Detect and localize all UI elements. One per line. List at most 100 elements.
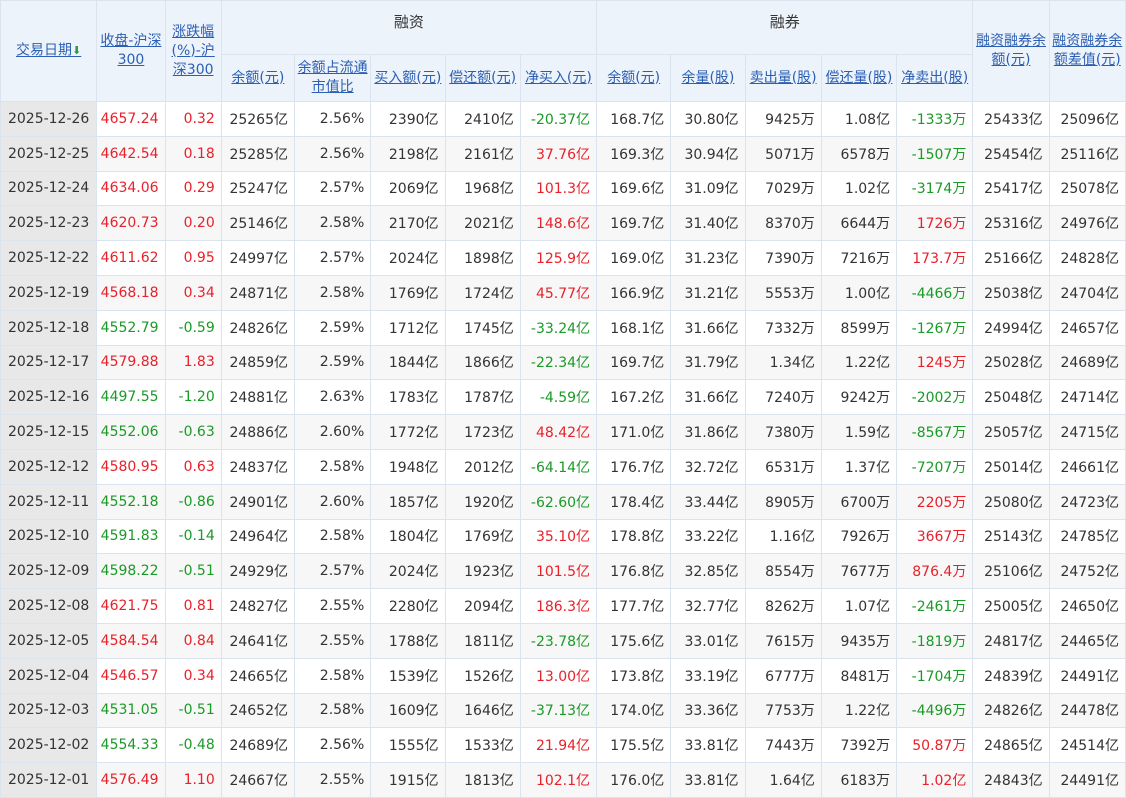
col-rq-net-header[interactable]: 净卖出(股) [896,54,974,102]
table-row: 2025-12-25 4642.54 0.18 25285亿 2.56% 2198亿 216… [0,135,1126,172]
rq-balance-cell: 168.1亿 [596,309,672,346]
rq-balance-cell: 171.0亿 [596,414,672,450]
rz-net-cell: 148.6亿 [519,205,598,242]
col-rq-sell-header[interactable]: 卖出量(股) [744,54,822,102]
rq-repay-cell: 7216万 [820,240,898,276]
table-row: 2025-12-19 4568.18 0.34 24871亿 2.58% 1769亿 172… [0,274,1126,311]
diff-cell: 24650亿 [1048,588,1126,624]
rq-volume-cell: 33.22亿 [670,518,746,555]
rz-buy-cell: 1804亿 [370,518,446,555]
table-row: 2025-12-16 4497.55 -1.20 24881亿 2.63% 1783亿 17… [0,379,1126,416]
table-body: 2025-12-26 4657.24 0.32 25265亿 2.56% 2390亿 241… [0,101,1126,798]
rq-repay-cell: 6183万 [820,762,898,798]
change-cell: 0.34 [164,657,222,694]
rz-repay-cell: 1646亿 [444,692,521,729]
col-rz-balance-header[interactable]: 余额(元) [220,54,296,102]
rz-repay-cell: 1526亿 [444,657,521,694]
rz-ratio-cell: 2.55% [293,588,372,624]
rq-sell-cell: 7029万 [744,170,822,207]
rq-volume-cell: 31.21亿 [670,274,746,311]
total-balance-cell: 25106亿 [972,553,1050,590]
rz-balance-cell: 25285亿 [220,135,296,172]
rq-net-cell: -1333万 [896,101,974,137]
col-date-label[interactable]: 交易日期 [16,42,73,59]
date-cell: 2025-12-02 [0,727,98,764]
col-rq-volume-header[interactable]: 余量(股) [670,54,746,102]
rq-net-cell: 876.4万 [896,553,974,590]
rq-volume-cell: 33.01亿 [670,622,746,659]
rz-ratio-cell: 2.58% [293,274,372,311]
rz-ratio-cell: 2.57% [293,170,372,207]
rq-net-cell: -8567万 [896,414,974,450]
change-cell: 0.34 [164,274,222,311]
col-rz-buy-header[interactable]: 买入额(元) [370,54,446,102]
rz-ratio-cell: 2.58% [293,518,372,555]
total-balance-cell: 25454亿 [972,135,1050,172]
table-row: 2025-12-22 4611.62 0.95 24997亿 2.57% 2024亿 189… [0,240,1126,276]
rq-repay-cell: 1.07亿 [820,588,898,624]
date-cell: 2025-12-15 [0,414,98,450]
rz-ratio-cell: 2.60% [293,414,372,450]
date-cell: 2025-12-01 [0,762,98,798]
rq-repay-cell: 7392万 [820,727,898,764]
sort-down-icon[interactable]: ⬇ [72,44,82,58]
rq-repay-cell: 9435万 [820,622,898,659]
table-row: 2025-12-09 4598.22 -0.51 24929亿 2.57% 2024亿 19… [0,553,1126,590]
total-balance-cell: 24865亿 [972,727,1050,764]
col-close-header[interactable]: 收盘-沪深300 [96,0,166,102]
rq-repay-cell: 1.02亿 [820,170,898,207]
change-cell: 0.18 [164,135,222,172]
change-cell: -0.51 [164,692,222,729]
col-rq-balance-header[interactable]: 余额(元) [596,54,672,102]
rq-volume-cell: 32.72亿 [670,448,746,485]
rz-repay-cell: 1923亿 [444,553,521,590]
date-cell: 2025-12-22 [0,240,98,276]
rq-balance-cell: 176.8亿 [596,553,672,590]
date-cell: 2025-12-08 [0,588,98,624]
total-balance-cell: 25080亿 [972,483,1050,520]
close-cell: 4620.73 [96,205,166,242]
col-rq-repay-header[interactable]: 偿还量(股) [820,54,898,102]
close-cell: 4611.62 [96,240,166,276]
close-cell: 4552.79 [96,309,166,346]
date-cell: 2025-12-12 [0,448,98,485]
change-cell: -0.48 [164,727,222,764]
col-rz-ratio-header[interactable]: 余额占流通市值比 [293,54,372,102]
close-cell: 4580.95 [96,448,166,485]
rq-volume-cell: 31.66亿 [670,309,746,346]
col-change-header[interactable]: 涨跌幅(%)-沪深300 [164,0,222,102]
rq-sell-cell: 7443万 [744,727,822,764]
rz-buy-cell: 1915亿 [370,762,446,798]
rz-buy-cell: 2390亿 [370,101,446,137]
table-row: 2025-12-02 4554.33 -0.48 24689亿 2.56% 1555亿 15… [0,727,1126,764]
rz-repay-cell: 1968亿 [444,170,521,207]
rz-buy-cell: 1788亿 [370,622,446,659]
diff-cell: 25116亿 [1048,135,1126,172]
diff-cell: 24714亿 [1048,379,1126,416]
close-cell: 4657.24 [96,101,166,137]
col-diff-header[interactable]: 融资融券余额差值(元) [1048,0,1126,102]
date-cell: 2025-12-03 [0,692,98,729]
diff-cell: 24723亿 [1048,483,1126,520]
rq-balance-cell: 176.7亿 [596,448,672,485]
col-total-balance-header[interactable]: 融资融券余额(元) [972,0,1050,102]
rq-repay-cell: 1.22亿 [820,344,898,381]
change-cell: -0.14 [164,518,222,555]
rq-balance-cell: 167.2亿 [596,379,672,416]
diff-cell: 24752亿 [1048,553,1126,590]
diff-cell: 24491亿 [1048,762,1126,798]
rz-balance-cell: 24665亿 [220,657,296,694]
rz-repay-cell: 1724亿 [444,274,521,311]
rz-net-cell: -37.13亿 [519,692,598,729]
col-rz-net-header[interactable]: 净买入(元) [519,54,598,102]
rz-repay-cell: 1533亿 [444,727,521,764]
rz-balance-cell: 24964亿 [220,518,296,555]
rq-net-cell: -4496万 [896,692,974,729]
rq-net-cell: 1245万 [896,344,974,381]
col-date-header[interactable]: 交易日期⬇ [0,0,98,102]
col-rz-repay-header[interactable]: 偿还额(元) [444,54,521,102]
total-balance-cell: 25057亿 [972,414,1050,450]
table-row: 2025-12-05 4584.54 0.84 24641亿 2.55% 1788亿 181… [0,622,1126,659]
rz-balance-cell: 24667亿 [220,762,296,798]
